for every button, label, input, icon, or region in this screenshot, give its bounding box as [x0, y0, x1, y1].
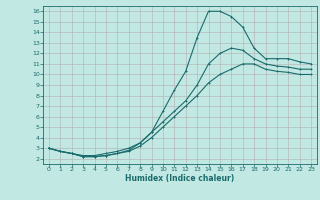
- X-axis label: Humidex (Indice chaleur): Humidex (Indice chaleur): [125, 174, 235, 183]
